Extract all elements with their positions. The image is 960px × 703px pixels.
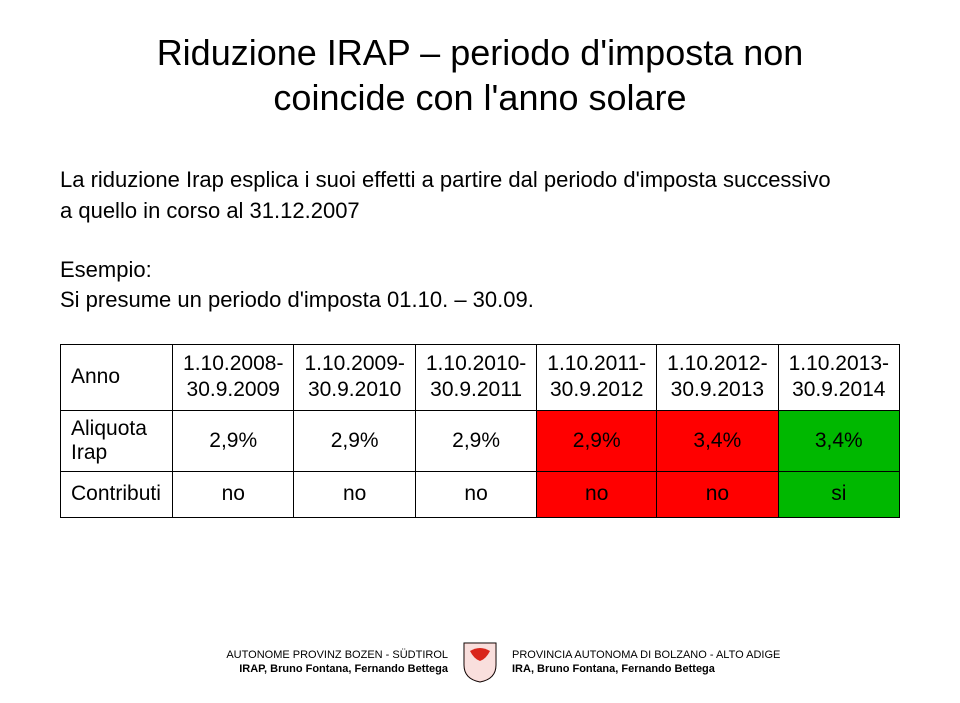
contrib-cell: no	[294, 471, 415, 517]
contrib-cell: no	[537, 471, 657, 517]
footer: AUTONOME PROVINZ BOZEN - SÜDTIROL IRAP, …	[0, 641, 960, 683]
footer-left-authors: IRAP, Bruno Fontana, Fernando Bettega	[88, 663, 448, 675]
footer-right: PROVINCIA AUTONOMA DI BOLZANO - ALTO ADI…	[512, 649, 872, 675]
coat-of-arms-icon	[462, 641, 498, 683]
footer-right-authors: IRA, Bruno Fontana, Fernando Bettega	[512, 663, 872, 675]
para2-line1: Esempio:	[60, 257, 152, 282]
rate-cell: 2,9%	[415, 410, 536, 471]
year-cell: 1.10.2011-30.9.2012	[537, 345, 657, 411]
data-table: Anno 1.10.2008-30.9.2009 1.10.2009-30.9.…	[60, 344, 900, 518]
footer-right-org: PROVINCIA AUTONOMA DI BOLZANO - ALTO ADI…	[512, 649, 872, 661]
rate-cell: 2,9%	[173, 410, 294, 471]
para1-line1: La riduzione Irap esplica i suoi effetti…	[60, 167, 831, 192]
rate-cell: 3,4%	[657, 410, 778, 471]
contrib-cell: no	[173, 471, 294, 517]
slide: Riduzione IRAP – periodo d'imposta non c…	[0, 0, 960, 703]
table-row-year: Anno 1.10.2008-30.9.2009 1.10.2009-30.9.…	[61, 345, 900, 411]
rate-cell: 2,9%	[294, 410, 415, 471]
paragraph-1: La riduzione Irap esplica i suoi effetti…	[60, 165, 900, 227]
row-label-contributi: Contributi	[61, 471, 173, 517]
footer-left-org: AUTONOME PROVINZ BOZEN - SÜDTIROL	[88, 649, 448, 661]
para1-line2: a quello in corso al 31.12.2007	[60, 198, 360, 223]
slide-title: Riduzione IRAP – periodo d'imposta non c…	[60, 30, 900, 120]
title-line-1: Riduzione IRAP – periodo d'imposta non	[157, 32, 804, 73]
year-cell: 1.10.2009-30.9.2010	[294, 345, 415, 411]
paragraph-2: Esempio: Si presume un periodo d'imposta…	[60, 255, 900, 317]
data-table-wrap: Anno 1.10.2008-30.9.2009 1.10.2009-30.9.…	[60, 344, 900, 518]
row-label-aliquota: Aliquota Irap	[61, 410, 173, 471]
contrib-cell: no	[415, 471, 536, 517]
table-row-rate: Aliquota Irap 2,9% 2,9% 2,9% 2,9% 3,4% 3…	[61, 410, 900, 471]
contrib-cell: si	[778, 471, 899, 517]
year-cell: 1.10.2008-30.9.2009	[173, 345, 294, 411]
table-row-contrib: Contributi no no no no no si	[61, 471, 900, 517]
year-cell: 1.10.2010-30.9.2011	[415, 345, 536, 411]
title-line-2: coincide con l'anno solare	[273, 77, 686, 118]
row-label-anno: Anno	[61, 345, 173, 411]
para2-line2: Si presume un periodo d'imposta 01.10. –…	[60, 287, 534, 312]
contrib-cell: no	[657, 471, 778, 517]
rate-cell: 3,4%	[778, 410, 899, 471]
footer-left: AUTONOME PROVINZ BOZEN - SÜDTIROL IRAP, …	[88, 649, 448, 675]
year-cell: 1.10.2013-30.9.2014	[778, 345, 899, 411]
year-cell: 1.10.2012-30.9.2013	[657, 345, 778, 411]
rate-cell: 2,9%	[537, 410, 657, 471]
